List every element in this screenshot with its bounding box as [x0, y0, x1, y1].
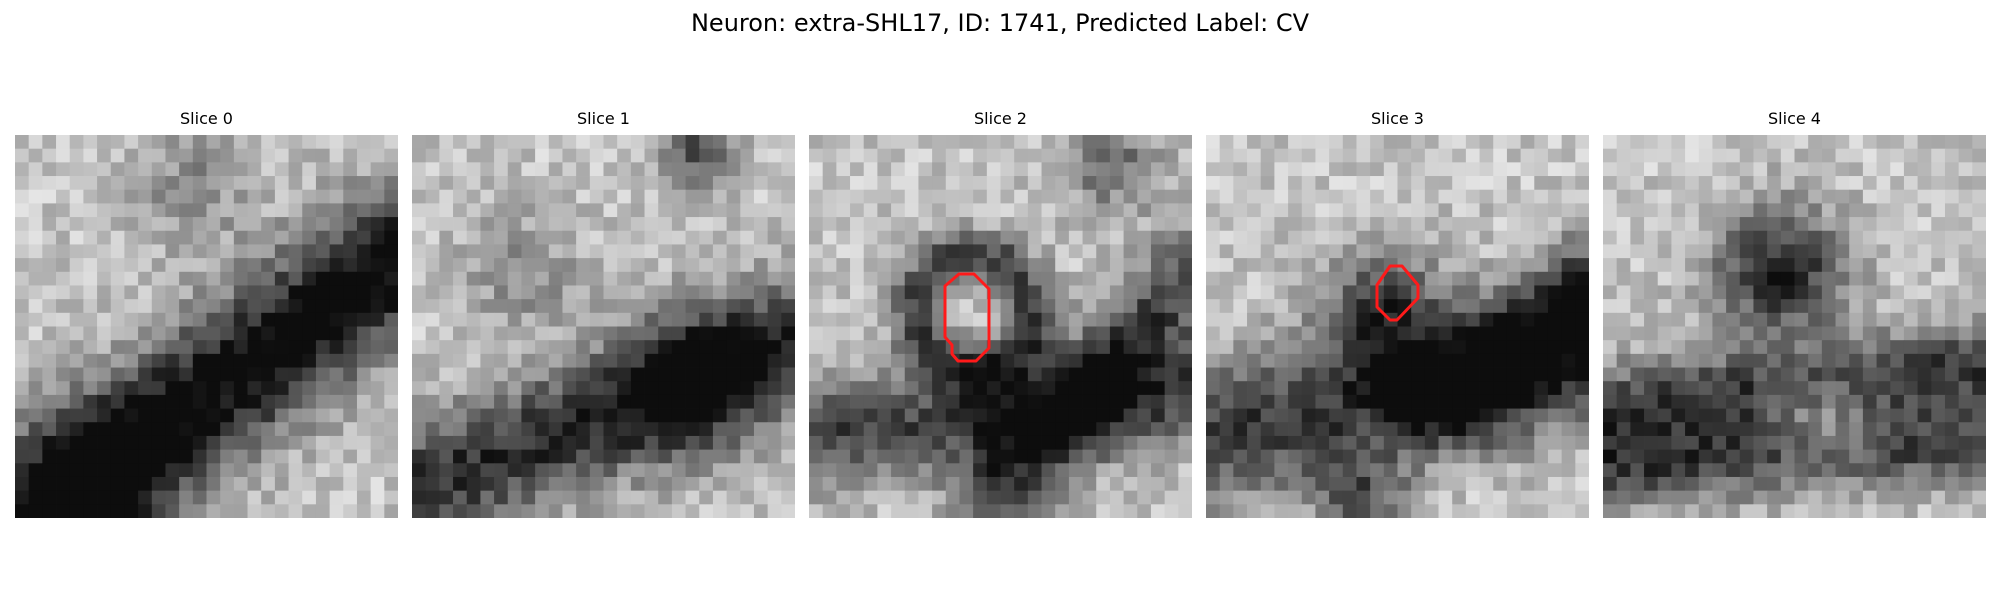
- segmentation-outline: [1375, 264, 1420, 322]
- slice-title-4: Slice 4: [1768, 109, 1821, 128]
- slice-image-3: [1206, 135, 1589, 518]
- segmentation-outline: [943, 272, 991, 363]
- slice-texture: [412, 135, 795, 518]
- slice-title-0: Slice 0: [180, 109, 233, 128]
- slice-image-0: [15, 135, 398, 518]
- slice-title-1: Slice 1: [577, 109, 630, 128]
- slice-title-2: Slice 2: [974, 109, 1027, 128]
- figure-title: Neuron: extra-SHL17, ID: 1741, Predicted…: [690, 9, 1310, 37]
- slice-texture: [1603, 135, 1986, 518]
- slice-texture: [809, 135, 1192, 518]
- slice-texture: [1206, 135, 1589, 518]
- slice-image-2: [809, 135, 1192, 518]
- slice-image-4: [1603, 135, 1986, 518]
- slice-image-1: [412, 135, 795, 518]
- slice-texture: [15, 135, 398, 518]
- slice-title-3: Slice 3: [1371, 109, 1424, 128]
